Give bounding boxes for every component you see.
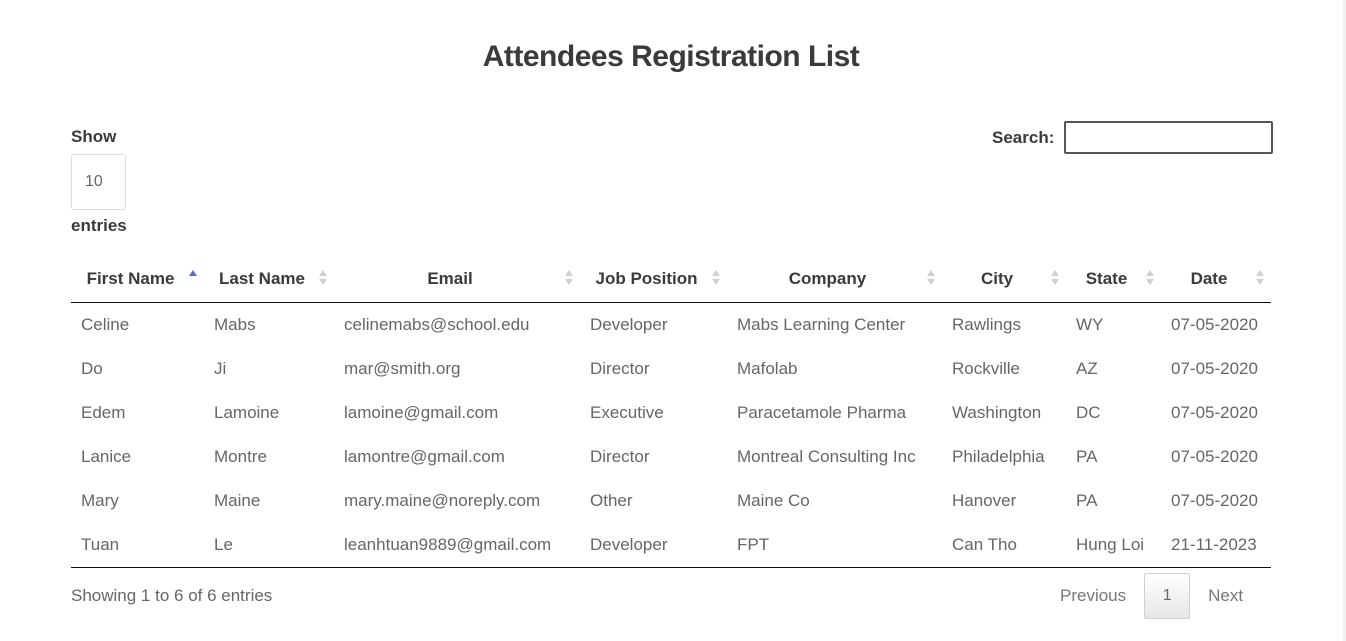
column-header-state[interactable]: State — [1066, 256, 1161, 303]
page-title: Attendees Registration List — [482, 40, 860, 73]
cell-city: Philadelphia — [952, 446, 1045, 466]
page-scrollbar-edge — [1343, 0, 1346, 641]
sort-icon — [712, 270, 721, 288]
cell-city: Washington — [952, 402, 1042, 422]
column-header-label: First Name — [86, 268, 175, 288]
cell-company: FPT — [727, 522, 942, 568]
cell-date: 07-05-2020 — [1171, 402, 1258, 422]
table-row: Lanice Montre lamontre@gmail.com Directo… — [71, 435, 1271, 479]
cell-last-name: Ji — [214, 358, 227, 378]
cell-city: Can Tho — [942, 522, 1066, 568]
cell-company: Montreal Consulting Inc — [737, 446, 916, 466]
sort-icon — [927, 270, 936, 288]
cell-job-position: Executive — [590, 402, 664, 422]
next-page-button[interactable]: Next — [1208, 586, 1244, 605]
page-1-button[interactable]: 1 — [1144, 573, 1191, 619]
table-row: Edem Lamoine lamoine@gmail.com Executive… — [71, 391, 1271, 435]
cell-state: PA — [1076, 490, 1098, 510]
table-info: Showing 1 to 6 of 6 entries — [71, 586, 273, 605]
cell-job-position: Developer — [590, 314, 668, 334]
search-input[interactable] — [1064, 121, 1274, 154]
column-header-label: Job Position — [595, 268, 698, 288]
cell-email: mary.maine@noreply.com — [344, 490, 541, 510]
column-header-first-name[interactable]: First Name — [71, 256, 204, 303]
cell-email: lamoine@gmail.com — [344, 402, 499, 422]
cell-last-name: Mabs — [214, 314, 256, 334]
cell-last-name: Lamoine — [214, 402, 280, 422]
column-header-city[interactable]: City — [942, 256, 1066, 303]
column-header-label: Email — [427, 268, 473, 288]
cell-email: lamontre@gmail.com — [344, 446, 505, 466]
cell-email: mar@smith.org — [344, 358, 461, 378]
entries-label: entries — [71, 216, 127, 235]
cell-company: Mafolab — [737, 358, 798, 378]
sort-ascending-icon — [189, 270, 198, 288]
table-row: Do Ji mar@smith.org Director Mafolab Roc… — [71, 347, 1271, 391]
cell-date: 07-05-2020 — [1171, 358, 1258, 378]
cell-company: Maine Co — [737, 490, 810, 510]
cell-date: 07-05-2020 — [1171, 490, 1258, 510]
cell-job-position: Director — [590, 358, 650, 378]
sort-icon — [319, 270, 328, 288]
cell-city: Hanover — [952, 490, 1017, 510]
cell-first-name: Celine — [81, 314, 130, 334]
table-row: Mary Maine mary.maine@noreply.com Other … — [71, 479, 1271, 523]
cell-city: Rawlings — [952, 314, 1021, 334]
table-header-row: First Name Last Name Email Job Position … — [71, 256, 1271, 303]
cell-last-name: Le — [204, 522, 334, 568]
entries-length-control: Show 10 entries — [71, 126, 127, 237]
entries-per-page-select[interactable]: 10 — [71, 154, 126, 210]
cell-email: celinemabs@school.edu — [344, 314, 530, 334]
cell-first-name: Mary — [81, 490, 119, 510]
table-row: Celine Mabs celinemabs@school.edu Develo… — [71, 302, 1271, 347]
cell-company: Paracetamole Pharma — [737, 402, 907, 422]
search-control: Search: — [992, 121, 1274, 154]
column-header-last-name[interactable]: Last Name — [204, 256, 334, 303]
cell-job-position: Developer — [580, 522, 727, 568]
pagination: Previous 1 Next — [1046, 573, 1257, 619]
cell-state: Hung Loi — [1066, 522, 1161, 568]
cell-first-name: Tuan — [71, 522, 204, 568]
column-header-email[interactable]: Email — [334, 256, 580, 303]
cell-city: Rockville — [952, 358, 1021, 378]
cell-date: 07-05-2020 — [1171, 446, 1258, 466]
sort-icon — [1256, 270, 1265, 288]
cell-first-name: Do — [81, 358, 103, 378]
cell-first-name: Lanice — [81, 446, 132, 466]
previous-page-button[interactable]: Previous — [1060, 586, 1127, 605]
cell-state: WY — [1076, 314, 1104, 334]
column-header-label: State — [1085, 268, 1128, 288]
cell-last-name: Maine — [214, 490, 261, 510]
sort-icon — [565, 270, 574, 288]
cell-company: Mabs Learning Center — [737, 314, 906, 334]
cell-job-position: Director — [590, 446, 650, 466]
cell-last-name: Montre — [214, 446, 267, 466]
column-header-job-position[interactable]: Job Position — [580, 256, 727, 303]
sort-icon — [1146, 270, 1155, 288]
column-header-label: City — [980, 268, 1014, 288]
cell-state: DC — [1076, 402, 1101, 422]
cell-date: 07-05-2020 — [1171, 314, 1258, 334]
sort-icon — [1051, 270, 1060, 288]
cell-state: PA — [1076, 446, 1098, 466]
cell-first-name: Edem — [81, 402, 126, 422]
column-header-date[interactable]: Date — [1161, 256, 1271, 303]
show-label: Show — [71, 127, 117, 146]
column-header-label: Company — [788, 268, 867, 288]
cell-job-position: Other — [590, 490, 633, 510]
cell-state: AZ — [1076, 358, 1098, 378]
attendees-table: First Name Last Name Email Job Position … — [71, 256, 1271, 568]
cell-date: 21-11-2023 — [1161, 522, 1271, 568]
column-header-label: Date — [1190, 268, 1228, 288]
search-label: Search: — [992, 127, 1055, 147]
column-header-company[interactable]: Company — [727, 256, 942, 303]
cell-email: leanhtuan9889@gmail.com — [334, 522, 580, 568]
column-header-label: Last Name — [219, 268, 305, 288]
table-row: Tuan Le leanhtuan9889@gmail.com Develope… — [71, 522, 1271, 568]
